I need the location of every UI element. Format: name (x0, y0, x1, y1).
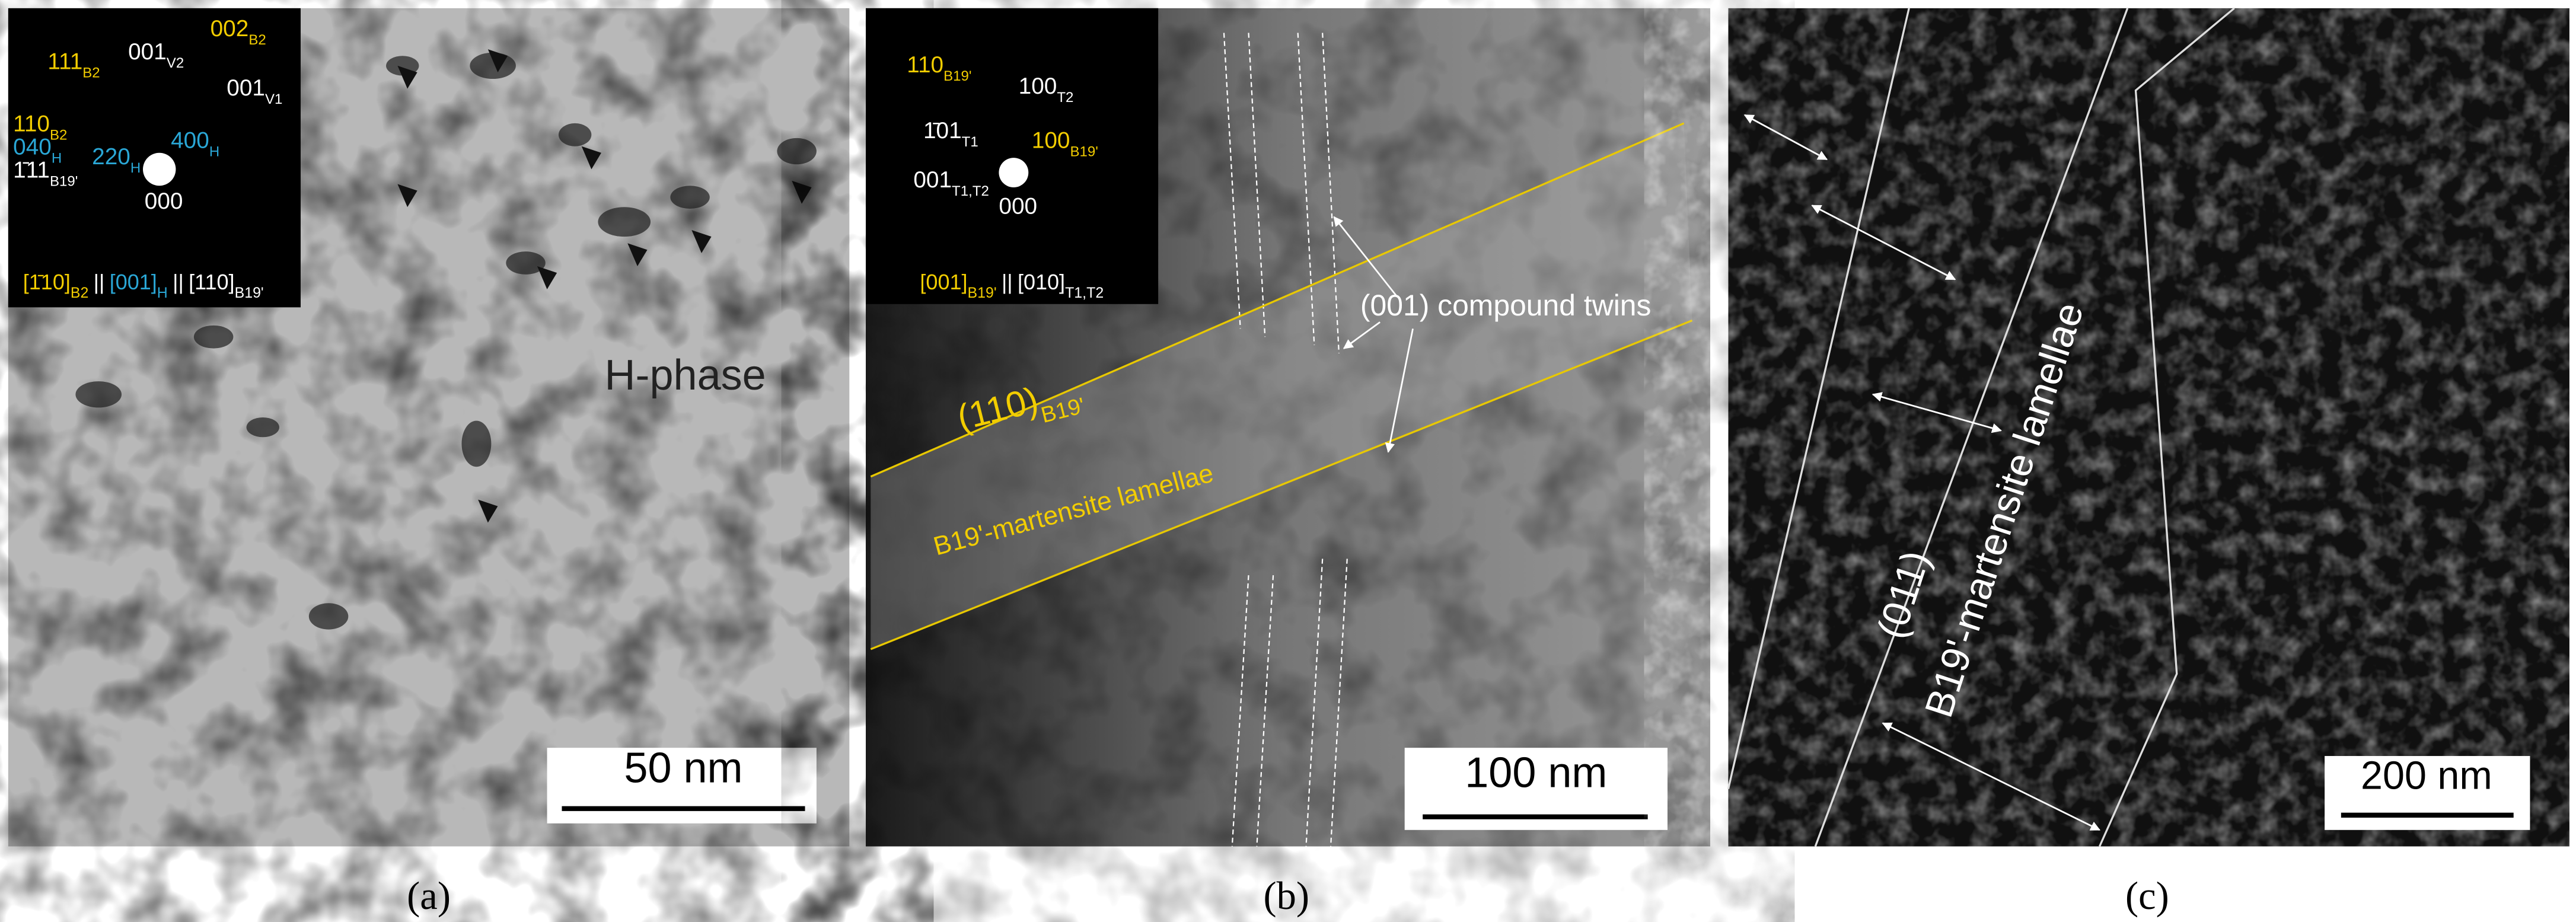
label-text: 000 (145, 189, 183, 214)
scale-bar-label: 100 nm (1465, 749, 1607, 797)
label: 1̄11B19' (13, 157, 78, 189)
panel-label: (a) (407, 875, 451, 918)
zone-subscript: T1,T2 (1065, 285, 1104, 301)
lamella-boundary (870, 319, 1693, 650)
label-text: 220 (92, 144, 130, 170)
zone-axis: [1̄10]B2 || [001]H || [110]B19' (23, 270, 264, 301)
label-subscript: T1,T2 (952, 183, 989, 199)
zone-index: [110] (189, 270, 234, 294)
zone-index: [001] (110, 270, 157, 294)
panel-a: H-phase 50 nm (a) (8, 8, 850, 918)
label: 110B2 (13, 111, 67, 143)
annotation: H-phase (605, 352, 766, 399)
zone-separator: || (94, 270, 105, 294)
twin-traces (1223, 33, 1348, 847)
label: 111B2 (47, 49, 100, 81)
panel-label: (c) (2125, 875, 2169, 918)
lamella (871, 123, 1692, 649)
zone-index: [010] (1018, 270, 1065, 294)
label: 002B2 (211, 16, 266, 48)
label-subscript: B2 (82, 65, 100, 81)
label-text: 100 (1019, 74, 1057, 99)
precipitates (75, 52, 817, 630)
label-text: 002 (211, 16, 249, 42)
panel-b: 100 nm (b) (866, 8, 1710, 918)
label-subscript: H (52, 150, 62, 166)
label-subscript: B19' (943, 68, 971, 84)
label-subscript: T1 (962, 133, 978, 149)
label-text: (001) compound twins (1360, 289, 1652, 322)
zone-subscript: B19' (235, 285, 264, 301)
label: 001V1 (227, 75, 282, 107)
zone-index: [1̄10] (23, 270, 71, 294)
label-subscript: H (130, 160, 141, 176)
label-subscript: V2 (167, 55, 184, 71)
label-text: 111 (47, 49, 82, 74)
zone-subscript: B19' (968, 285, 997, 301)
scale-bar-label: 200 nm (2361, 754, 2492, 797)
label: 040H (13, 135, 62, 167)
pointer-arrows (1333, 216, 1414, 453)
width-arrows (1743, 114, 2101, 831)
inset (866, 8, 1159, 304)
panel-c: 200 nm (c) (1727, 7, 2569, 918)
label: 000 (999, 193, 1037, 219)
label: 100B19' (1032, 127, 1098, 159)
label: 001V2 (128, 39, 184, 71)
label: 001T1,T2 (913, 167, 989, 199)
label-subscript: B19' (50, 173, 78, 189)
label-subscript: T2 (1057, 89, 1073, 105)
label: 100T2 (1019, 74, 1074, 106)
label: 1̄01T1 (923, 118, 978, 150)
label-subscript: B2 (50, 127, 67, 143)
label-subscript: H (209, 143, 219, 159)
label-text: 001 (128, 39, 167, 65)
label-text: 040 (13, 135, 52, 160)
label: 110B19' (907, 52, 971, 84)
label: 220H (92, 144, 141, 176)
zone-index: [001] (920, 270, 967, 294)
label-text: 100 (1032, 127, 1070, 153)
label: (001) compound twins (1360, 289, 1652, 322)
label-subscript: B19' (1070, 143, 1098, 159)
scale-bar-label: 50 nm (624, 744, 742, 792)
lamella-boundary (870, 122, 1685, 478)
label-subscript: B2 (248, 31, 266, 47)
label-subscript: V1 (265, 91, 282, 107)
label: 400H (171, 127, 219, 159)
label-text: 1̄01 (923, 118, 962, 143)
zone-axis: [001]B19' || [010]T1,T2 (920, 270, 1104, 301)
label-text: 000 (999, 193, 1037, 219)
zone-separator: || (1002, 270, 1013, 294)
transmitted-beam (143, 152, 176, 186)
zone-subscript: B2 (71, 285, 89, 301)
zone-separator: || (173, 270, 184, 294)
label-text: 400 (171, 127, 209, 153)
zone-subscript: H (157, 285, 168, 301)
label-text: 110 (907, 52, 943, 78)
texture (1728, 8, 2569, 847)
transmitted-beam (999, 158, 1029, 187)
label-text: 1̄11 (13, 157, 50, 183)
label-text: 001 (227, 75, 265, 101)
panel-label: (b) (1263, 875, 1309, 918)
label-text: 001 (913, 167, 952, 193)
label: 000 (145, 189, 183, 214)
label-text: 110 (13, 111, 50, 137)
arrowheads (397, 49, 812, 523)
